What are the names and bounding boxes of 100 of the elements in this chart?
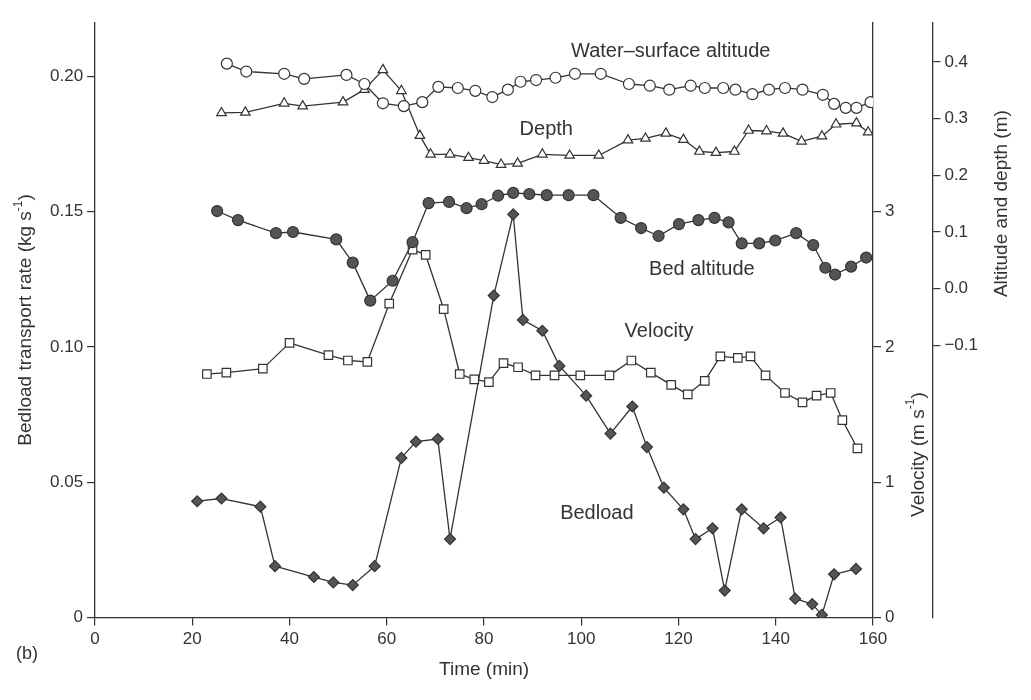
- point: [191, 495, 204, 508]
- y3-tick-label: −0.1: [944, 335, 978, 355]
- point: [580, 389, 593, 402]
- point: [774, 511, 787, 524]
- point: [239, 106, 251, 116]
- point: [475, 198, 488, 211]
- x-tick-label: 160: [858, 629, 888, 649]
- x-tick-label: 140: [761, 629, 790, 649]
- y2-tick-label: 3: [884, 201, 895, 221]
- point: [652, 229, 665, 243]
- point: [406, 236, 419, 249]
- point: [694, 145, 705, 155]
- point: [622, 77, 636, 91]
- y-tick-label: 0.20: [49, 66, 84, 86]
- point: [507, 186, 520, 199]
- point: [760, 370, 771, 381]
- point: [549, 71, 562, 84]
- point: [346, 579, 359, 592]
- point: [346, 256, 359, 269]
- point: [718, 584, 731, 597]
- point: [495, 158, 507, 168]
- point: [443, 533, 457, 546]
- point: [593, 149, 605, 159]
- point: [492, 189, 505, 202]
- point: [640, 441, 654, 454]
- point: [364, 294, 377, 307]
- point: [269, 227, 283, 240]
- point: [626, 355, 637, 366]
- point: [622, 134, 634, 144]
- point: [682, 389, 693, 400]
- point: [507, 208, 520, 221]
- point: [377, 63, 389, 74]
- x-tick-label: 40: [280, 629, 300, 649]
- x-tick-label: 0: [90, 629, 100, 649]
- point: [376, 97, 390, 110]
- point: [663, 83, 676, 96]
- point: [529, 73, 543, 87]
- y2-tick-label: 0: [884, 607, 895, 627]
- point: [487, 289, 500, 302]
- y2-axis-title: Velocity (m s-1): [903, 392, 928, 517]
- point: [640, 132, 651, 142]
- point: [845, 260, 858, 273]
- point: [604, 427, 617, 440]
- point: [469, 84, 482, 97]
- point: [396, 84, 407, 95]
- x-tick-label: 120: [664, 629, 693, 649]
- point: [358, 77, 371, 91]
- point: [425, 148, 436, 158]
- point: [323, 350, 334, 360]
- point: [478, 154, 490, 164]
- point: [530, 370, 541, 381]
- point: [513, 362, 523, 373]
- point: [512, 157, 523, 167]
- point: [761, 124, 772, 135]
- y-tick-label: 0: [73, 607, 84, 627]
- point: [444, 148, 456, 158]
- series-label: Velocity: [624, 319, 694, 342]
- point: [216, 106, 227, 117]
- y2-tick-label: 1: [884, 471, 895, 491]
- y-tick-label: 0.05: [49, 471, 84, 491]
- point: [268, 560, 282, 573]
- y3-axis-title: Altitude and depth (m): [990, 110, 1012, 298]
- point: [777, 127, 789, 137]
- point: [735, 503, 748, 516]
- point: [486, 90, 499, 104]
- point: [202, 369, 212, 379]
- y3-tick-label: 0.2: [944, 164, 969, 184]
- series-label: Water–surface altitude: [571, 39, 771, 62]
- point: [780, 388, 790, 398]
- point: [762, 83, 776, 96]
- point: [729, 145, 740, 155]
- point: [816, 130, 828, 140]
- point: [215, 492, 228, 505]
- point: [614, 211, 627, 224]
- point: [819, 261, 832, 274]
- point: [414, 129, 426, 139]
- point: [722, 216, 735, 229]
- point: [562, 189, 575, 202]
- y3-tick-label: 0.3: [944, 108, 969, 128]
- point: [594, 67, 607, 80]
- y3-tick-label: 0.4: [944, 51, 969, 71]
- point: [278, 67, 291, 80]
- x-axis-title: Time (min): [439, 658, 530, 680]
- point: [828, 268, 842, 281]
- point: [587, 189, 600, 202]
- point: [463, 151, 474, 162]
- point: [409, 435, 423, 448]
- point: [850, 101, 863, 114]
- point: [862, 126, 873, 136]
- point: [860, 251, 873, 264]
- point: [221, 367, 232, 378]
- y3-tick-label: 0.1: [944, 221, 969, 241]
- point: [564, 149, 575, 159]
- point: [362, 357, 373, 367]
- point: [330, 233, 343, 246]
- point: [337, 96, 349, 106]
- point: [286, 225, 300, 239]
- point: [796, 83, 809, 96]
- point: [537, 148, 548, 158]
- point: [743, 124, 754, 134]
